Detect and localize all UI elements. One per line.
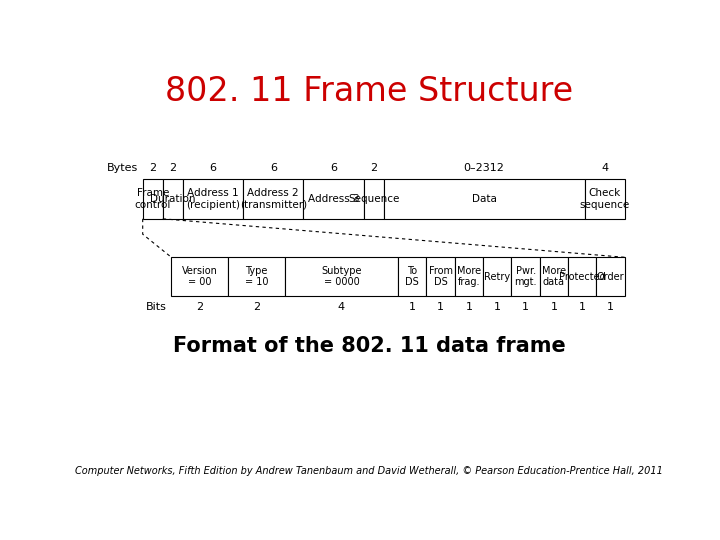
Text: 1: 1	[437, 301, 444, 312]
Bar	[364, 179, 384, 219]
Text: 2: 2	[149, 163, 156, 173]
Text: 2: 2	[196, 301, 203, 312]
Text: 1: 1	[494, 301, 500, 312]
Bar	[398, 257, 426, 296]
Text: 1: 1	[550, 301, 557, 312]
Bar	[183, 179, 243, 219]
Bar	[585, 179, 625, 219]
Text: More
frag.: More frag.	[456, 266, 481, 287]
Text: 0–2312: 0–2312	[464, 163, 505, 173]
Bar	[483, 257, 511, 296]
Text: Subtype
= 0000: Subtype = 0000	[321, 266, 361, 287]
Text: From
DS: From DS	[428, 266, 453, 287]
Bar	[163, 179, 183, 219]
Text: 2: 2	[370, 163, 377, 173]
Text: More
data: More data	[542, 266, 566, 287]
Bar	[303, 179, 364, 219]
Text: To
DS: To DS	[405, 266, 419, 287]
Text: Version
= 00: Version = 00	[181, 266, 217, 287]
Text: 1: 1	[607, 301, 614, 312]
Text: Protected: Protected	[559, 272, 606, 281]
Text: 4: 4	[338, 301, 345, 312]
Text: Data: Data	[472, 194, 497, 204]
Text: 6: 6	[330, 163, 337, 173]
Text: 1: 1	[522, 301, 529, 312]
Text: Order: Order	[597, 272, 624, 281]
Text: Address 1
(recipient): Address 1 (recipient)	[186, 188, 240, 210]
Text: Format of the 802. 11 data frame: Format of the 802. 11 data frame	[173, 336, 565, 356]
Bar	[540, 257, 568, 296]
Text: 6: 6	[270, 163, 276, 173]
Bar	[171, 257, 228, 296]
Bar	[284, 257, 398, 296]
Text: Retry: Retry	[484, 272, 510, 281]
Text: Sequence: Sequence	[348, 194, 400, 204]
Text: Pwr.
mgt.: Pwr. mgt.	[514, 266, 537, 287]
Text: 1: 1	[409, 301, 415, 312]
Text: 4: 4	[601, 163, 608, 173]
Text: Bytes: Bytes	[107, 163, 138, 173]
Text: Duration: Duration	[150, 194, 196, 204]
Text: Computer Networks, Fifth Edition by Andrew Tanenbaum and David Wetherall, © Pear: Computer Networks, Fifth Edition by Andr…	[75, 467, 663, 476]
Text: Address 3: Address 3	[307, 194, 359, 204]
Text: 2: 2	[253, 301, 260, 312]
Text: Frame
control: Frame control	[135, 188, 171, 210]
Bar	[228, 257, 284, 296]
Text: 2: 2	[169, 163, 176, 173]
Bar	[455, 257, 483, 296]
Text: 802. 11 Frame Structure: 802. 11 Frame Structure	[165, 75, 573, 108]
Bar	[596, 257, 625, 296]
Bar	[243, 179, 303, 219]
Text: Address 2
(transmitter): Address 2 (transmitter)	[240, 188, 307, 210]
Bar	[511, 257, 540, 296]
Text: 6: 6	[210, 163, 217, 173]
Text: 1: 1	[465, 301, 472, 312]
Bar	[384, 179, 585, 219]
Bar	[426, 257, 455, 296]
Text: 1: 1	[579, 301, 586, 312]
Text: Bits: Bits	[146, 301, 167, 312]
Text: Type
= 10: Type = 10	[245, 266, 268, 287]
Text: Check
sequence: Check sequence	[580, 188, 630, 210]
Bar	[568, 257, 596, 296]
Bar	[143, 179, 163, 219]
